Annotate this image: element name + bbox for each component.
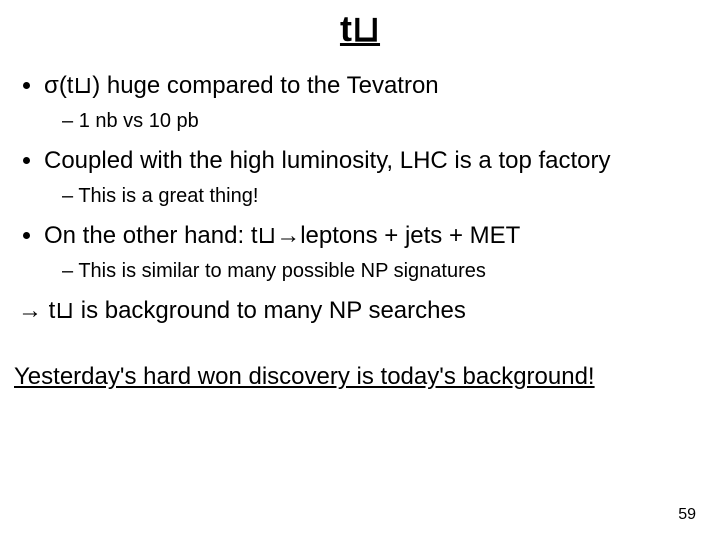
conclusion-arrow-line: → t⊔ is background to many NP searches [18,293,720,329]
slide-title: t⊔ [0,8,720,50]
main-bullet-list: σ(t⊔) huge compared to the Tevatron 1 nb… [26,68,720,287]
bullet-3: On the other hand: t⊔→leptons + jets + M… [44,218,700,287]
bullet-2-sublist: This is a great thing! [62,181,700,212]
bullet-1: σ(t⊔) huge compared to the Tevatron 1 nb… [44,68,700,137]
bullet-2-text: Coupled with the high luminosity, LHC is… [44,147,611,174]
bullet-2: Coupled with the high luminosity, LHC is… [44,143,700,212]
bullet-1-sub-1: 1 nb vs 10 pb [62,106,700,137]
page-number: 59 [678,506,696,524]
closing-statement: Yesterday's hard won discovery is today'… [14,359,720,395]
bullet-1-sublist: 1 nb vs 10 pb [62,106,700,137]
bullet-3-sublist: This is similar to many possible NP sign… [62,256,700,287]
bullet-2-sub-1: This is a great thing! [62,181,700,212]
bullet-3-text: On the other hand: t⊔→leptons + jets + M… [44,222,520,249]
bullet-1-text: σ(t⊔) huge compared to the Tevatron [44,72,439,99]
slide-container: t⊔ σ(t⊔) huge compared to the Tevatron 1… [0,8,720,540]
bullet-3-sub-1: This is similar to many possible NP sign… [62,256,700,287]
